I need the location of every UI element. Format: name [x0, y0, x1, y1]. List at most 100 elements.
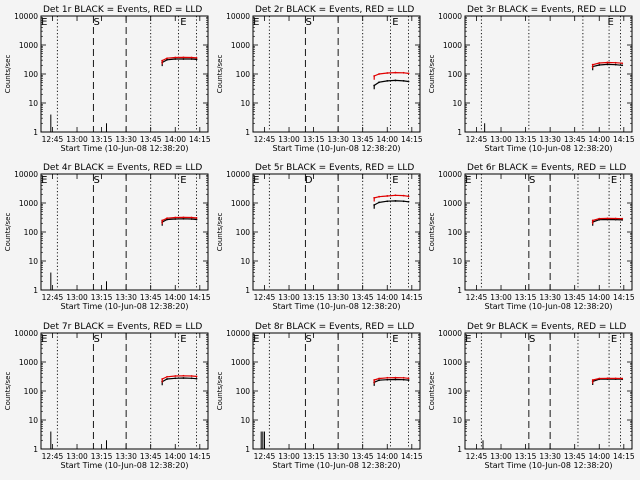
x-tick-label: 13:00 [66, 135, 88, 144]
x-tick-label: 12:45 [254, 452, 276, 461]
marker-annotation: E [611, 334, 617, 345]
y-tick-label: 100 [236, 387, 251, 396]
marker-annotation: E [253, 334, 259, 345]
x-tick-label: 13:45 [140, 452, 162, 461]
y-tick-label: 1 [245, 286, 250, 295]
plot-frame [40, 15, 209, 133]
events-series-line [592, 378, 623, 385]
lld-point [174, 375, 177, 377]
x-tick-label: 13:15 [91, 135, 113, 144]
lld-point [591, 379, 594, 381]
marker-annotation: S [305, 17, 311, 28]
y-tick-label: 1000 [231, 199, 250, 208]
y-tick-label: 1 [457, 128, 462, 137]
events-point [166, 58, 168, 61]
x-tick-label: 13:00 [490, 452, 512, 461]
y-tick-label: 10 [28, 99, 38, 108]
x-tick-label: 14:15 [613, 452, 635, 461]
marker-annotation: E [180, 334, 186, 345]
marker-annotation: E [41, 175, 47, 186]
x-tick-label: 13:45 [352, 452, 374, 461]
lld-point [373, 75, 376, 77]
y-tick-label: 1 [457, 445, 462, 454]
chart-panel: Det 3r BLACK = Events, RED = LLD 1 10 100 10… [428, 5, 635, 153]
y-tick-label: 10 [28, 257, 38, 266]
plot-frame [252, 332, 421, 450]
events-point [378, 81, 380, 84]
x-tick-label: 12:45 [466, 452, 488, 461]
y-axis-label: Counts/sec [428, 372, 436, 411]
y-tick-label: 10 [240, 416, 250, 425]
x-tick-label: 14:15 [189, 293, 211, 302]
chart-title: Det 9r BLACK = Events, RED = LLD [467, 322, 626, 332]
events-point [190, 58, 193, 60]
marker-annotation: E [392, 334, 398, 345]
marker-annotation: S [93, 334, 99, 345]
y-axis-label: Counts/sec [216, 55, 224, 94]
y-axis-label: Counts/sec [216, 372, 224, 411]
x-tick-label: 14:15 [401, 452, 423, 461]
lld-point [195, 217, 198, 219]
chart-panel: Det 7r BLACK = Events, RED = LLD 1 10 100 10… [4, 322, 211, 470]
x-tick-label: 14:15 [401, 293, 423, 302]
plot-frame [40, 173, 209, 291]
x-tick-label: 13:15 [91, 452, 113, 461]
x-tick-label: 14:00 [376, 452, 398, 461]
x-tick-label: 13:15 [515, 452, 537, 461]
marker-annotation: E [465, 175, 471, 186]
x-tick-label: 13:00 [278, 293, 300, 302]
y-tick-label: 10000 [438, 329, 462, 338]
plot-frame [464, 173, 633, 291]
x-tick-label: 13:00 [490, 293, 512, 302]
y-tick-label: 10000 [226, 329, 250, 338]
events-point [182, 217, 185, 220]
events-point [174, 218, 177, 220]
y-tick-label: 10000 [14, 170, 38, 179]
lld-point [598, 377, 601, 380]
y-tick-label: 1000 [443, 41, 462, 50]
events-point [394, 200, 397, 202]
y-axis-label: Counts/sec [4, 55, 12, 94]
lld-point [606, 217, 609, 220]
x-tick-label: 14:15 [189, 452, 211, 461]
events-point [606, 63, 609, 66]
lld-point [402, 376, 405, 379]
x-tick-label: 12:45 [466, 293, 488, 302]
lld-point [606, 61, 609, 64]
x-axis-label: Start Time (10-Jun-08 12:38:20) [61, 302, 189, 311]
x-tick-label: 13:45 [140, 293, 162, 302]
lld-point [182, 374, 185, 377]
lld-point [407, 72, 410, 75]
x-tick-label: 13:45 [564, 452, 586, 461]
chart-panel: Det 1r BLACK = Events, RED = LLD 1 10 100 10… [4, 5, 211, 153]
x-tick-label: 13:30 [327, 293, 349, 302]
marker-annotation: D [305, 175, 313, 186]
x-tick-label: 14:00 [376, 135, 398, 144]
x-tick-label: 13:45 [564, 135, 586, 144]
lld-point [621, 217, 624, 220]
events-point [378, 379, 380, 382]
x-axis-label: Start Time (10-Jun-08 12:38:20) [273, 461, 401, 470]
marker-annotation: E [465, 334, 471, 345]
lld-point [407, 377, 410, 380]
lld-point [614, 377, 617, 380]
y-tick-label: 1 [457, 286, 462, 295]
y-tick-label: 1000 [19, 358, 38, 367]
marker-annotation: E [180, 17, 186, 28]
lld-point [373, 379, 376, 381]
events-point [386, 79, 389, 82]
events-point [174, 58, 177, 60]
lld-point [190, 216, 193, 219]
x-tick-label: 13:30 [327, 452, 349, 461]
chart-title: Det 5r BLACK = Events, RED = LLD [255, 163, 414, 173]
events-point [195, 58, 198, 61]
y-axis-label: Counts/sec [428, 213, 436, 252]
y-tick-label: 1000 [19, 41, 38, 50]
events-point [407, 379, 410, 381]
y-tick-label: 1 [33, 128, 38, 137]
y-axis-label: Counts/sec [216, 213, 224, 252]
events-point [373, 84, 376, 87]
x-tick-label: 14:00 [164, 452, 186, 461]
x-tick-label: 13:30 [539, 293, 561, 302]
